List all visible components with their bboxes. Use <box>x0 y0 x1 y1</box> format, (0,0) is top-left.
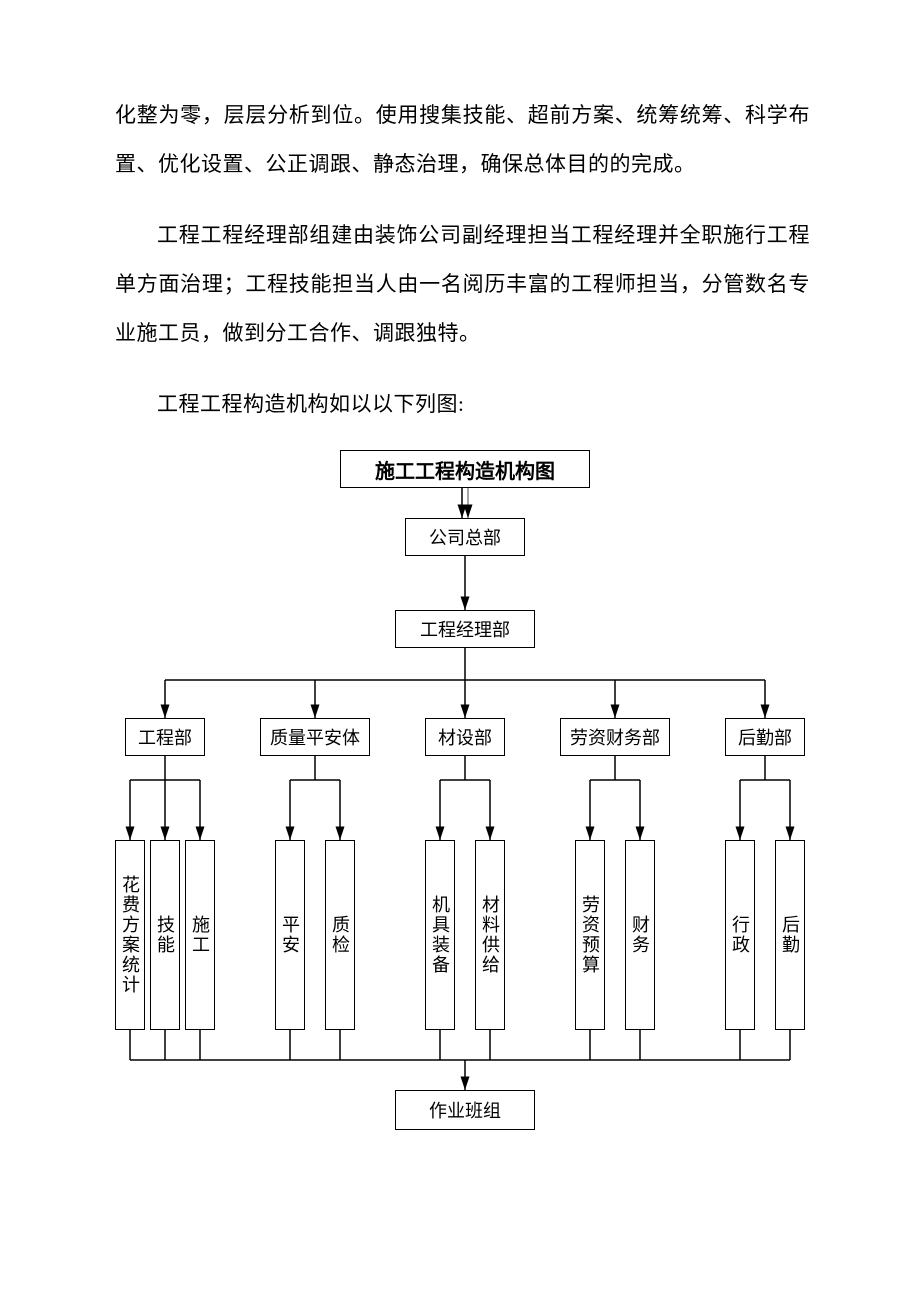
leaf-6: 材料供给 <box>475 840 505 1030</box>
dept-2: 材设部 <box>425 718 505 756</box>
leaf-5: 机具装备 <box>425 840 455 1030</box>
leaf-7: 劳资预算 <box>575 840 605 1030</box>
paragraph-3: 工程工程构造机构如以以下列图: <box>115 380 810 429</box>
node-hq: 公司总部 <box>405 518 525 556</box>
paragraph-1: 化整为零，层层分析到位。使用搜集技能、超前方案、统筹统筹、科学布置、优化设置、公… <box>115 91 810 190</box>
leaf-8: 财务 <box>625 840 655 1030</box>
node-work-team: 作业班组 <box>395 1090 535 1130</box>
chart-connectors <box>115 450 815 1170</box>
chart-title-box: 施工工程构造机构图 <box>340 450 590 488</box>
leaf-10: 后勤 <box>775 840 805 1030</box>
dept-3: 劳资财务部 <box>560 718 670 756</box>
dept-0: 工程部 <box>125 718 205 756</box>
paragraph-2: 工程工程经理部组建由装饰公司副经理担当工程经理并全职施行工程单方面治理；工程技能… <box>115 211 810 359</box>
node-pm-dept: 工程经理部 <box>395 610 535 648</box>
leaf-3: 平安 <box>275 840 305 1030</box>
dept-1: 质量平安体 <box>260 718 370 756</box>
leaf-4: 质检 <box>325 840 355 1030</box>
leaf-9: 行政 <box>725 840 755 1030</box>
leaf-2: 施工 <box>185 840 215 1030</box>
leaf-1: 技能 <box>150 840 180 1030</box>
dept-4: 后勤部 <box>725 718 805 756</box>
leaf-0: 花费方案统计 <box>115 840 145 1030</box>
org-chart: 施工工程构造机构图 公司总部 工程经理部 工程部 质量平安体 材设部 劳资财务部… <box>115 450 815 1170</box>
